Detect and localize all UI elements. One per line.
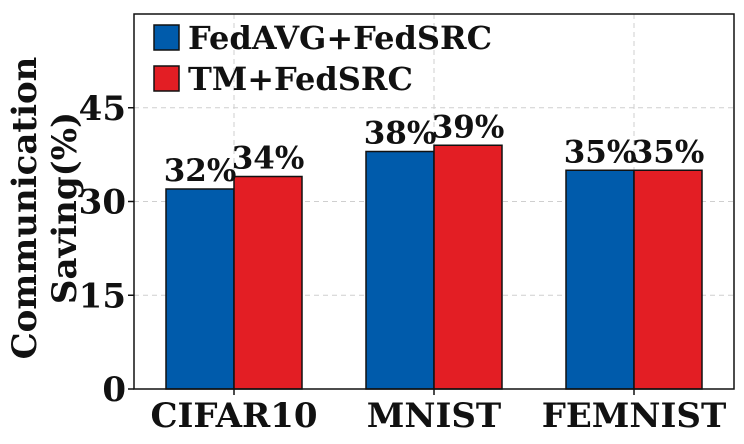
y-tick-label: 0 xyxy=(102,370,126,410)
bar-femnist-series-1 xyxy=(565,169,635,390)
bar-cifar10-series-2 xyxy=(233,175,303,390)
data-label-mnist-series-2: 39% xyxy=(432,109,505,145)
data-label-femnist-series-2: 35% xyxy=(632,134,705,170)
x-axis-ticks: CIFAR10 MNIST FEMNIST xyxy=(150,389,726,436)
y-tick-label: 45 xyxy=(79,89,126,129)
x-tick-label-cifar10: CIFAR10 xyxy=(150,396,317,436)
bar-mnist-series-1 xyxy=(365,150,435,390)
y-axis-label-line-1: Communication xyxy=(5,57,45,360)
legend-swatch-tm-fedsrc xyxy=(153,65,180,92)
y-axis-ticks: 0 15 30 45 xyxy=(79,89,134,410)
bar-femnist-series-2 xyxy=(633,169,703,390)
data-label-cifar10-series-1: 32% xyxy=(164,153,237,189)
data-label-mnist-series-1: 38% xyxy=(364,116,437,152)
y-axis-label-line-2: Saving(%) xyxy=(45,112,85,304)
legend: FedAVG+FedSRC TM+FedSRC xyxy=(153,19,492,98)
x-tick-label-femnist: FEMNIST xyxy=(542,396,727,436)
data-label-cifar10-series-2: 34% xyxy=(232,141,305,177)
y-tick-label: 15 xyxy=(79,276,126,316)
legend-label-fedavg-fedsrc: FedAVG+FedSRC xyxy=(188,19,492,57)
data-label-femnist-series-1: 35% xyxy=(564,134,637,170)
y-tick-label: 30 xyxy=(79,183,126,223)
bars xyxy=(165,144,703,390)
legend-label-tm-fedsrc: TM+FedSRC xyxy=(188,60,413,98)
bar-cifar10-series-1 xyxy=(165,188,235,390)
bar-mnist-series-2 xyxy=(433,144,503,390)
data-labels: 32% 38% 35% 34% 39% 35% xyxy=(164,109,705,189)
legend-swatch-fedavg-fedsrc xyxy=(153,24,180,51)
x-tick-label-mnist: MNIST xyxy=(367,396,501,436)
